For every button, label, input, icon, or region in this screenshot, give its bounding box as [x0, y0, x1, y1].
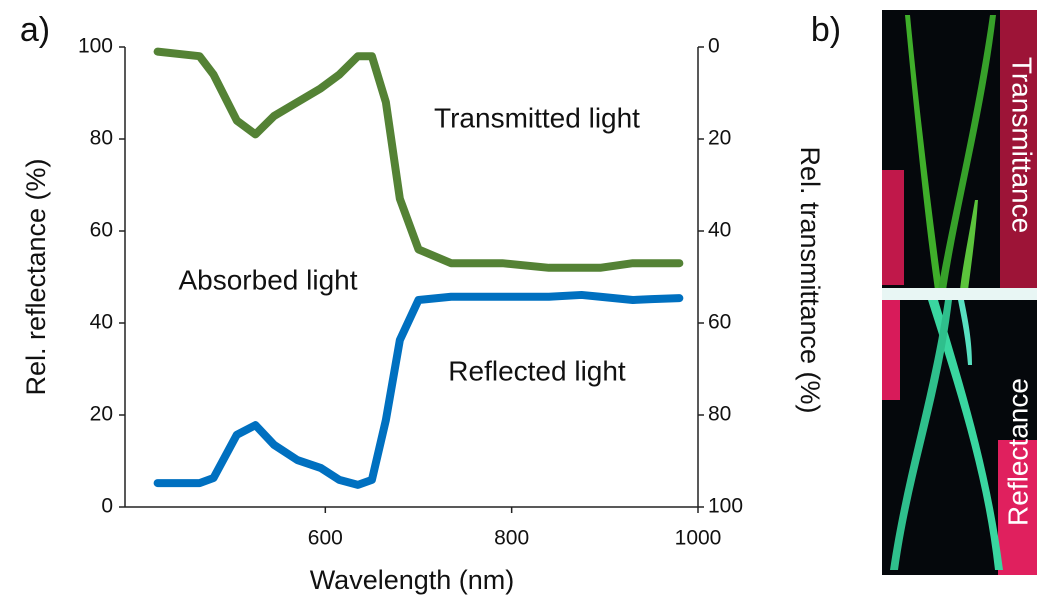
image-label: Reflectance — [1002, 378, 1033, 526]
x-tick-label: 600 — [308, 527, 343, 550]
image-region — [998, 440, 1037, 575]
y-tick-label: 60 — [90, 219, 113, 242]
y2-axis-label: Rel. transmittance (%) — [795, 146, 825, 413]
y-tick-label: 0 — [101, 495, 113, 518]
data-line — [153, 47, 684, 272]
image-region — [1000, 10, 1037, 290]
x-tick-label: 800 — [494, 527, 529, 550]
panel-label: b) — [811, 11, 841, 49]
y-tick-label: 20 — [90, 403, 113, 426]
image-divider — [882, 288, 1037, 300]
x-tick-label: 1000 — [675, 527, 722, 550]
annotation: Reflected light — [448, 355, 626, 386]
leaf — [905, 15, 942, 290]
y2-tick-label: 80 — [708, 403, 731, 426]
y2-tick-label: 60 — [708, 311, 731, 334]
leaf — [890, 300, 952, 570]
image-region — [882, 300, 900, 400]
y-tick-label: 40 — [90, 311, 113, 334]
data-line — [153, 290, 684, 489]
y-tick-label: 80 — [90, 127, 113, 150]
image-panel: Transmittance Reflectance — [882, 10, 1037, 575]
leaf — [960, 200, 978, 290]
image-region — [882, 170, 904, 285]
y2-tick-label: 100 — [708, 495, 743, 518]
annotation: Transmitted light — [434, 102, 640, 133]
y2-tick-label: 20 — [708, 127, 731, 150]
annotation: Absorbed light — [178, 264, 357, 295]
image-label: Transmittance — [1007, 57, 1037, 233]
y-tick-label: 100 — [78, 35, 113, 58]
x-axis-label: Wavelength (nm) — [310, 565, 515, 595]
y2-tick-label: 40 — [708, 219, 731, 242]
y2-tick-label: 0 — [708, 35, 720, 58]
panel-label: a) — [20, 11, 50, 49]
leaf — [958, 300, 972, 365]
leaf — [928, 300, 1003, 570]
y-axis-label: Rel. reflectance (%) — [21, 158, 51, 395]
leaf — [938, 15, 996, 290]
